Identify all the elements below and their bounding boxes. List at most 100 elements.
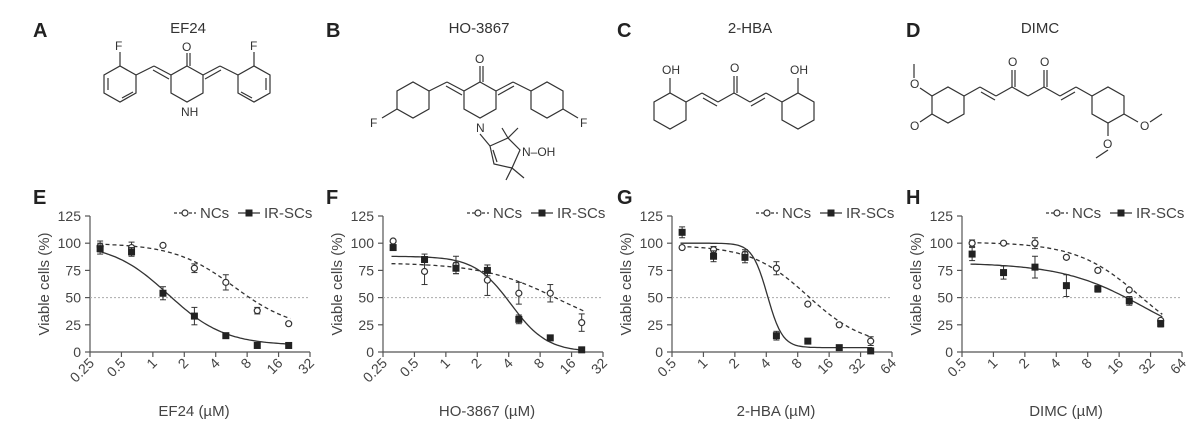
oxygen-label-4: O xyxy=(1040,55,1049,69)
x-tick-label: 1 xyxy=(694,355,711,372)
x-axis-title: HO-3867 (µM) xyxy=(439,403,535,420)
panel-letter-a: A xyxy=(33,20,48,42)
x-tick-label: 16 xyxy=(556,355,578,377)
y-tick-label: 75 xyxy=(937,262,953,278)
data-point-ncs xyxy=(515,289,523,297)
hydroxyl-label-left: OH xyxy=(662,63,680,77)
y-tick-label: 50 xyxy=(647,290,663,306)
chart-ef24: 0 25 50 75 100 125 0.25 0.5 1 2 4 8 16 32 EF24 (µM) Via… xyxy=(36,205,317,420)
data-point-ncs xyxy=(159,241,167,249)
legend-label-ir-scs: IR-SCs xyxy=(557,205,605,222)
x-tick-label: 16 xyxy=(814,355,836,377)
data-point-ir-scs xyxy=(772,332,780,340)
fluorine-label-right: F xyxy=(250,39,257,53)
noh-label: N–OH xyxy=(522,145,555,159)
x-tick-label: 8 xyxy=(530,355,547,372)
y-tick-label: 125 xyxy=(351,208,375,224)
panel-letter-d: D xyxy=(906,20,921,42)
data-point-ir-scs xyxy=(804,337,812,345)
legend-label-ir-scs: IR-SCs xyxy=(846,205,894,222)
legend-label-ir-scs: IR-SCs xyxy=(1136,205,1184,222)
compound-name-ho3867: HO-3867 xyxy=(448,20,510,37)
fluorine-label-left: F xyxy=(115,39,122,53)
data-point-ncs xyxy=(1031,239,1039,247)
data-point-ncs xyxy=(483,276,492,284)
legend-label-ncs: NCs xyxy=(493,205,522,222)
legend-marker-ir-scs xyxy=(538,209,546,217)
data-point-ncs xyxy=(546,289,554,297)
legend-label-ncs: NCs xyxy=(1072,205,1101,222)
data-point-ir-scs xyxy=(1031,263,1039,271)
oxygen-label-2: O xyxy=(910,119,919,133)
legend-marker-ncs xyxy=(763,209,771,217)
y-tick-label: 0 xyxy=(366,344,374,360)
data-point-ncs xyxy=(999,239,1008,247)
x-tick-label: 64 xyxy=(877,355,899,377)
panel-letter-e: E xyxy=(33,187,47,209)
oxygen-label-1: O xyxy=(910,77,919,91)
panel-letter-c: C xyxy=(617,20,632,42)
data-point-ir-scs xyxy=(546,334,554,342)
x-axis-title: 2-HBA (µM) xyxy=(737,403,816,420)
y-tick-label: 0 xyxy=(655,344,663,360)
x-tick-label: 4 xyxy=(499,355,516,372)
x-tick-label: 1 xyxy=(143,355,160,372)
nh-label: NH xyxy=(181,105,198,119)
y-tick-label: 50 xyxy=(937,290,953,306)
y-tick-label: 125 xyxy=(58,208,82,224)
y-tick-label: 0 xyxy=(73,344,81,360)
oxygen-label: O xyxy=(730,61,739,75)
panel-letter-g: G xyxy=(617,187,633,209)
data-point-ir-scs xyxy=(741,253,749,261)
x-tick-label: 8 xyxy=(1078,355,1095,372)
data-point-ir-scs xyxy=(578,346,586,354)
data-point-ir-scs xyxy=(515,315,523,323)
x-tick-label: 0.25 xyxy=(67,355,98,386)
data-point-ncs xyxy=(285,320,293,328)
data-point-ir-scs xyxy=(678,228,686,236)
fluorine-label-left: F xyxy=(370,116,377,130)
legend-marker-ir-scs xyxy=(1117,209,1125,217)
data-point-ir-scs xyxy=(1000,269,1008,277)
compound-name-dimc: DIMC xyxy=(1020,20,1060,37)
x-tick-label: 32 xyxy=(1135,355,1157,377)
y-tick-label: 100 xyxy=(351,235,375,251)
data-point-ir-scs xyxy=(835,344,843,352)
data-point-ir-scs xyxy=(1157,320,1165,328)
data-point-ir-scs xyxy=(452,264,460,272)
x-tick-label: 32 xyxy=(588,355,610,377)
fit-curve-ncs xyxy=(98,243,291,320)
x-tick-label: 0.5 xyxy=(396,355,421,380)
nitrogen-label: N xyxy=(476,121,485,135)
data-point-ir-scs xyxy=(1094,285,1102,293)
x-axis-title: DIMC (µM) xyxy=(1029,403,1103,420)
data-point-ir-scs xyxy=(253,341,261,349)
x-tick-label: 8 xyxy=(788,355,805,372)
y-tick-label: 100 xyxy=(640,235,664,251)
x-tick-label: 16 xyxy=(263,355,285,377)
y-axis-title: Viable cells (%) xyxy=(618,232,635,335)
legend-label-ncs: NCs xyxy=(782,205,811,222)
data-point-ncs xyxy=(678,243,686,252)
x-tick-label: 0.25 xyxy=(360,355,391,386)
compound-name-ef24: EF24 xyxy=(170,20,206,37)
oxygen-label: O xyxy=(475,52,484,66)
y-tick-label: 125 xyxy=(640,208,664,224)
y-tick-label: 25 xyxy=(65,317,81,333)
oxygen-label-3: O xyxy=(1008,55,1017,69)
data-point-ir-scs xyxy=(421,256,429,264)
data-point-ncs xyxy=(253,307,261,315)
x-tick-label: 64 xyxy=(1167,355,1189,377)
legend-marker-ir-scs xyxy=(245,209,253,217)
x-tick-label: 2 xyxy=(725,355,742,372)
oxygen-label-5: O xyxy=(1140,119,1149,133)
legend-label-ncs: NCs xyxy=(200,205,229,222)
data-point-ir-scs xyxy=(222,332,230,340)
x-axis-title: EF24 (µM) xyxy=(158,403,229,420)
data-point-ir-scs xyxy=(128,248,136,256)
oxygen-label-6: O xyxy=(1103,137,1112,151)
structure-2hba: OH O OH xyxy=(653,61,815,130)
y-axis-title: Viable cells (%) xyxy=(329,232,346,335)
y-tick-label: 75 xyxy=(647,262,663,278)
